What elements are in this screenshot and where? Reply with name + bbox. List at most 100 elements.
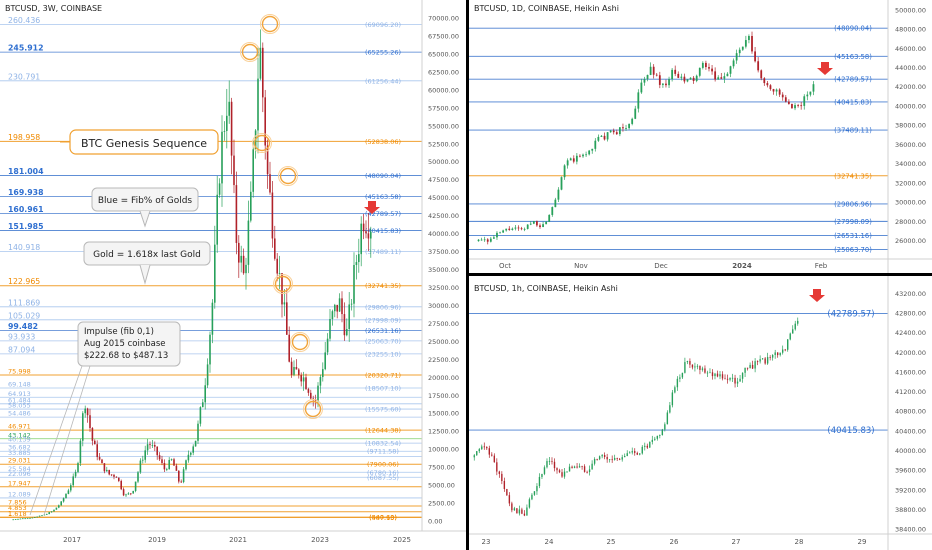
fib-price-label: (25063.70) — [365, 337, 401, 345]
left-candle-body — [228, 101, 230, 116]
left-candle-body — [269, 174, 271, 193]
tr-candle-body — [514, 227, 517, 229]
left-candle-body — [338, 298, 341, 312]
tr-level-label: (27998.09) — [834, 218, 872, 226]
br-candle-body — [794, 323, 796, 330]
br-candle-body — [761, 358, 764, 360]
fib-ratio-label: 99.482 — [8, 322, 38, 331]
br-candle-body — [629, 452, 631, 454]
left-candle-body — [12, 519, 14, 521]
tr-candle-body — [649, 66, 652, 75]
left-candle-body — [14, 519, 17, 520]
peak-circle-halo — [303, 399, 323, 419]
tr-candle-body — [757, 61, 760, 71]
tr-candle-body — [597, 136, 600, 141]
br-x-tick-label: 27 — [732, 538, 741, 546]
left-candle-body — [89, 415, 91, 428]
br-candle-body — [538, 476, 541, 487]
left-candle-body — [226, 115, 228, 132]
br-candle-body — [709, 372, 711, 374]
left-candle-body — [94, 440, 96, 445]
br-candle-body — [501, 473, 503, 481]
left-candle-body — [199, 407, 202, 424]
left-y-tick-label: 5000.00 — [428, 482, 455, 490]
left-candle-body — [29, 517, 31, 519]
br-candle-body — [548, 461, 551, 462]
left-candle-body — [365, 231, 367, 234]
left-candle-body — [211, 302, 214, 335]
top-right-chart-title: BTCUSD, 1D, COINBASE, Heikin Ashi — [474, 4, 619, 13]
top-right-chart-panel — [469, 0, 932, 273]
br-x-tick-label: 23 — [482, 538, 491, 546]
br-candle-body — [578, 466, 581, 468]
left-candle-body — [170, 459, 173, 461]
br-candle-body — [608, 459, 611, 461]
left-candle-body — [113, 474, 115, 477]
br-candle-body — [731, 377, 734, 379]
fib-ratio-label: 169.938 — [8, 188, 44, 197]
br-candle-body — [561, 472, 563, 477]
br-candle-body — [644, 445, 646, 447]
fib-ratio-label: 54.486 — [8, 410, 31, 418]
br-candle-body — [736, 381, 739, 384]
blue-note-pointer — [139, 210, 151, 228]
left-candle-body — [209, 334, 211, 365]
br-candle-body — [751, 364, 754, 369]
tr-candle-body — [784, 97, 787, 102]
impulse-box — [77, 321, 181, 367]
fib-ratio-label: 93.933 — [8, 332, 35, 341]
tr-candle-body — [536, 221, 538, 226]
left-candle-body — [19, 518, 22, 520]
br-candle-body — [729, 377, 731, 380]
br-candle-body — [764, 358, 766, 364]
left-y-tick-label: 2500.00 — [428, 500, 455, 508]
left-candle-body — [362, 223, 365, 232]
left-candle-body — [242, 255, 245, 274]
left-candle-body — [218, 183, 221, 195]
br-candle-body — [543, 467, 546, 474]
br-candle-body — [724, 378, 726, 380]
br-candle-body — [513, 508, 516, 511]
left-y-tick-label: 17500.00 — [428, 392, 459, 400]
impulse-line-2: Aug 2015 coinbase — [84, 339, 166, 349]
fib-price-label: (42789.57) — [365, 210, 401, 218]
br-candle-body — [601, 455, 603, 457]
fib-price-label: (45163.58) — [365, 193, 401, 201]
tr-candle-body — [671, 69, 674, 80]
tr-candle-body — [640, 82, 643, 93]
left-candle-body — [106, 469, 108, 472]
left-candle-body — [137, 472, 139, 482]
fib-ratio-label: 7.856 — [8, 499, 27, 507]
peak-circle-halo — [273, 274, 293, 294]
br-candle-body — [483, 446, 485, 448]
impulse-line-1: Impulse (fib 0,1) — [84, 327, 154, 337]
tr-candle-body — [744, 40, 747, 47]
left-candle-body — [336, 304, 338, 312]
tr-y-tick-label: 26000.00 — [895, 237, 926, 245]
left-candle-body — [91, 427, 94, 441]
br-y-tick-label: 39600.00 — [895, 467, 926, 475]
left-candle-body — [353, 264, 355, 304]
left-candle-body — [142, 459, 144, 461]
tr-candle-body — [628, 123, 630, 129]
tr-candle-body — [646, 74, 649, 80]
tr-candle-body — [625, 128, 627, 129]
fib-ratio-label: 46.971 — [8, 423, 31, 431]
left-candle-body — [53, 509, 55, 512]
left-candle-body — [190, 452, 192, 455]
tr-y-tick-label: 32000.00 — [895, 179, 926, 187]
br-candle-body — [716, 373, 719, 377]
left-candle-body — [84, 408, 86, 414]
left-y-tick-label: 32500.00 — [428, 284, 459, 292]
left-y-tick-label: 62500.00 — [428, 68, 459, 76]
left-candle-body — [77, 463, 79, 472]
fib-price-label: (48090.04) — [365, 172, 401, 180]
left-candle-body — [245, 264, 247, 274]
left-candle-body — [156, 446, 158, 456]
tr-candle-body — [548, 214, 551, 222]
left-candle-body — [178, 470, 180, 482]
peak-circle-halo — [240, 42, 260, 62]
fib-ratio-label: 69.148 — [8, 381, 31, 389]
fib-ratio-label: 140.918 — [8, 243, 40, 252]
left-candle-body — [110, 474, 113, 476]
